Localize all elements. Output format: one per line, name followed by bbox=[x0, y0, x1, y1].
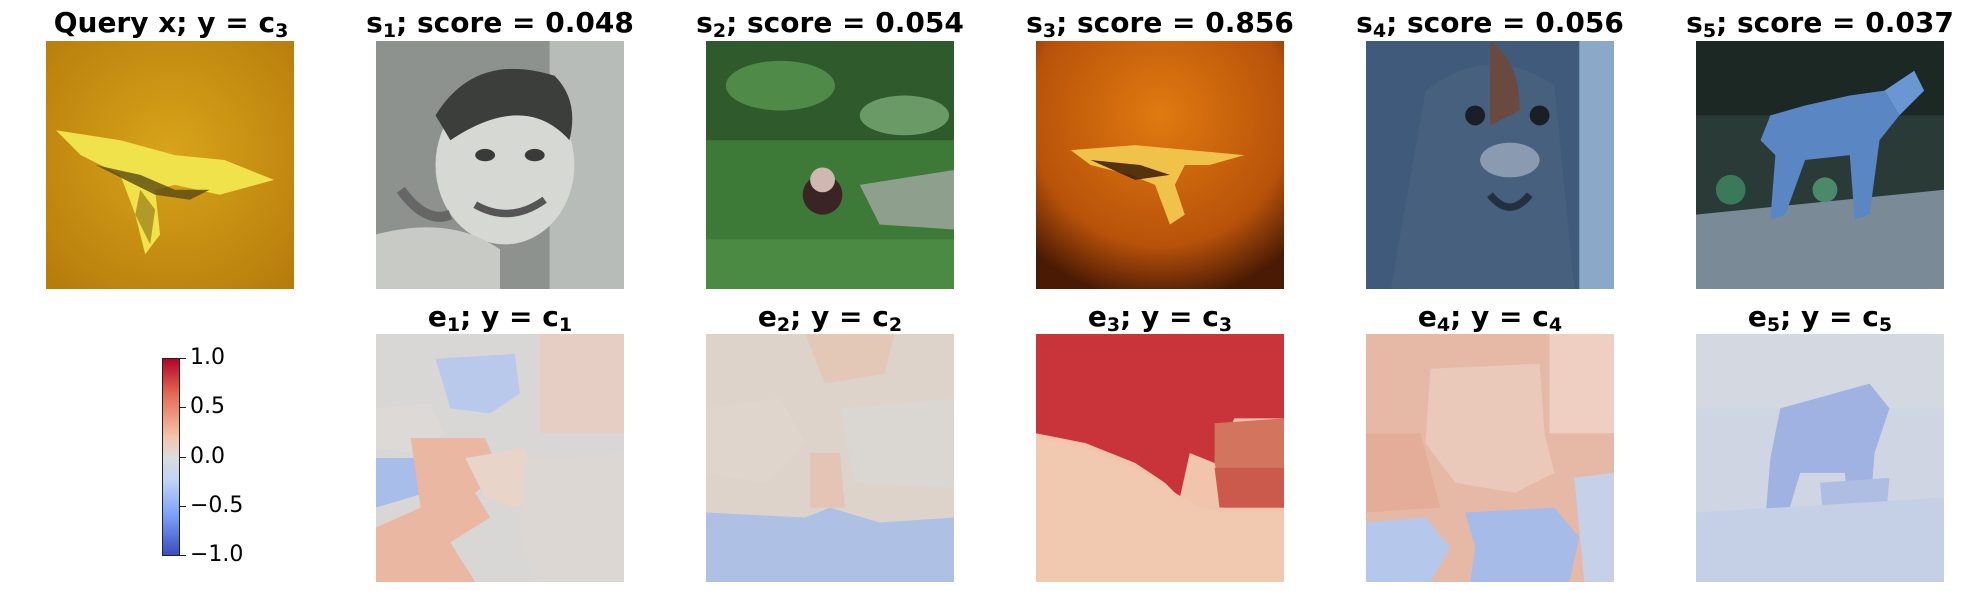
sample-image-2 bbox=[706, 41, 954, 289]
sample-image-5 bbox=[1696, 41, 1944, 289]
explanation-map-5 bbox=[1696, 334, 1944, 582]
explanation-map-2 bbox=[706, 334, 954, 582]
sample-image-4 bbox=[1366, 41, 1614, 289]
sample-image-1 bbox=[376, 41, 624, 289]
explanation-map-4 bbox=[1366, 334, 1614, 582]
colorbar bbox=[162, 358, 180, 556]
colorbar-tick-label: 0.0 bbox=[190, 444, 225, 469]
sample-title-1: s1; score = 0.048 bbox=[366, 6, 634, 42]
explanation-map-1 bbox=[376, 334, 624, 582]
colorbar-tick-label: 0.5 bbox=[190, 394, 225, 419]
colorbar-tick bbox=[180, 358, 186, 359]
sample-title-2: s2; score = 0.054 bbox=[696, 6, 964, 42]
sample-title-4: s4; score = 0.056 bbox=[1356, 6, 1624, 42]
explanation-title-5: e5; y = c5 bbox=[1747, 300, 1893, 336]
colorbar-tick bbox=[180, 555, 186, 556]
sample-image-3 bbox=[1036, 41, 1284, 289]
query-image bbox=[46, 41, 294, 289]
colorbar-tick-label: 1.0 bbox=[190, 345, 225, 370]
sample-title-3: s3; score = 0.856 bbox=[1026, 6, 1294, 42]
sample-title-5: s5; score = 0.037 bbox=[1686, 6, 1954, 42]
colorbar-tick-label: −1.0 bbox=[190, 542, 244, 567]
colorbar-tick-label: −0.5 bbox=[190, 493, 244, 518]
explanation-map-3 bbox=[1036, 334, 1284, 582]
query-title: Query x; y = c3 bbox=[53, 6, 289, 42]
explanation-title-1: e1; y = c1 bbox=[427, 300, 573, 336]
colorbar-tick bbox=[180, 457, 186, 458]
colorbar-tick bbox=[180, 506, 186, 507]
explanation-title-2: e2; y = c2 bbox=[757, 300, 903, 336]
colorbar-tick bbox=[180, 407, 186, 408]
explanation-title-3: e3; y = c3 bbox=[1087, 300, 1233, 336]
explanation-title-4: e4; y = c4 bbox=[1417, 300, 1563, 336]
